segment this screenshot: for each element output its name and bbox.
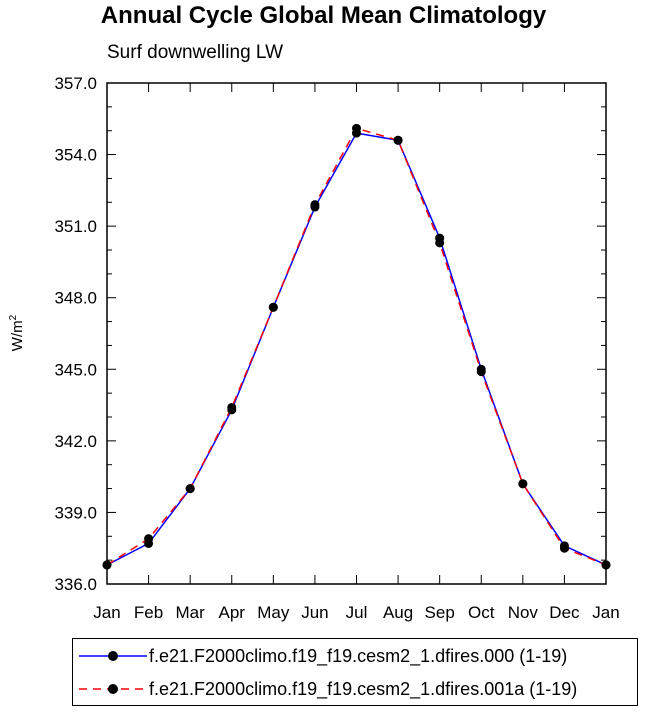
- series-2-point: [352, 123, 361, 133]
- chart-subtitle: Surf downwelling LW: [107, 42, 284, 63]
- chart-title: Annual Cycle Global Mean Climatology: [100, 2, 547, 29]
- line-chart: 336.0 339.0 342.0 345.0 348.0 351.0 354.0 357.0…: [8, 74, 620, 622]
- series-line-1: [106, 132, 607, 566]
- series-2-point: [559, 543, 569, 553]
- x-tick-label: Sep: [425, 603, 455, 622]
- x-tick-label: Jan: [592, 603, 619, 622]
- series-2-point: [518, 479, 528, 489]
- y-tick-label: 354.0: [54, 146, 97, 165]
- legend-entry-series-1: f.e21.F2000climo.f19_f19.cesm2_1.dfires.…: [73, 641, 637, 671]
- plot-frame: [106, 82, 607, 585]
- series-2-point: [268, 302, 278, 312]
- x-tick-label: Jul: [346, 603, 368, 622]
- series-2-point: [601, 560, 611, 570]
- series-2-point: [185, 484, 195, 494]
- series-2-point: [393, 135, 403, 145]
- series-2-point: [102, 560, 112, 570]
- y-tick-label: 351.0: [54, 217, 97, 236]
- legend-swatch-series-1: [79, 651, 147, 661]
- legend-swatch-series-2: [79, 684, 147, 694]
- y-tick-label: 348.0: [54, 289, 97, 308]
- series-line-2: [106, 127, 607, 566]
- x-tick-label: Apr: [219, 603, 246, 622]
- y-tick-label: 336.0: [54, 575, 97, 594]
- y-tick-label: 357.0: [54, 74, 97, 93]
- legend-label-series-1: f.e21.F2000climo.f19_f19.cesm2_1.dfires.…: [149, 646, 568, 666]
- legend: f.e21.F2000climo.f19_f19.cesm2_1.dfires.…: [72, 638, 638, 706]
- series-2-point: [310, 200, 320, 210]
- legend-entry-series-2: f.e21.F2000climo.f19_f19.cesm2_1.dfires.…: [73, 674, 637, 704]
- x-tick-label: Oct: [468, 603, 495, 622]
- series-2-point: [435, 238, 445, 248]
- series-2-point: [476, 367, 486, 377]
- x-tick-label: Jun: [301, 603, 328, 622]
- x-tick-label: Aug: [383, 603, 413, 622]
- series-2-point: [227, 402, 237, 412]
- x-tick-label: Mar: [176, 603, 206, 622]
- x-tick-label: Nov: [508, 603, 539, 622]
- y-tick-label: 339.0: [54, 503, 97, 522]
- x-tick-label: Dec: [549, 603, 580, 622]
- legend-label-series-2: f.e21.F2000climo.f19_f19.cesm2_1.dfires.…: [149, 679, 578, 699]
- y-tick-label: 345.0: [54, 360, 97, 379]
- y-axis-label: W/m2: [8, 314, 26, 351]
- x-tick-label: Jan: [93, 603, 120, 622]
- x-tick-label: Feb: [134, 603, 163, 622]
- x-tick-label: May: [257, 603, 290, 622]
- series-2-point: [144, 534, 154, 544]
- y-tick-label: 342.0: [54, 432, 97, 451]
